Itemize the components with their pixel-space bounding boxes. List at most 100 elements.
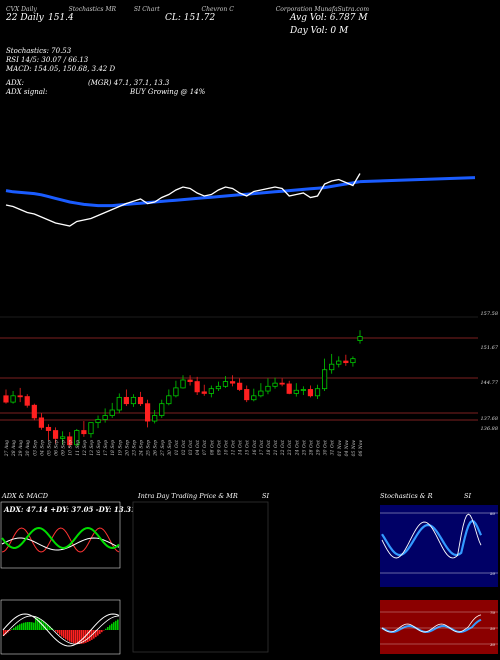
x-tick-label: 05 Nov bbox=[351, 440, 357, 457]
macd-bar bbox=[87, 630, 89, 643]
moving-average-layer bbox=[5, 173, 476, 227]
adx-lines bbox=[1, 526, 120, 553]
adx-panel bbox=[0, 501, 121, 569]
x-tick-label: 28 Aug bbox=[11, 440, 17, 457]
macd-bar bbox=[83, 630, 85, 644]
macd-bar bbox=[115, 620, 117, 630]
x-tick-label: 09 Oct bbox=[216, 440, 222, 455]
x-tick-label: 24 Oct bbox=[294, 440, 300, 456]
macd-bar bbox=[37, 618, 39, 630]
candle-body bbox=[74, 430, 80, 446]
candle bbox=[215, 381, 221, 392]
x-tick-label: 14 Oct bbox=[238, 440, 244, 455]
candle bbox=[180, 375, 186, 389]
stoch-level-label: 80 bbox=[490, 511, 496, 516]
x-tick-label: 30 Oct bbox=[323, 440, 329, 455]
candle-body bbox=[45, 426, 52, 431]
macd-bar bbox=[67, 630, 69, 641]
candle-body bbox=[109, 409, 115, 416]
candle-body bbox=[123, 396, 129, 405]
macd-line bbox=[2, 613, 120, 647]
macd-bar bbox=[89, 630, 91, 642]
macd-signal-line bbox=[2, 615, 120, 645]
candle-body bbox=[10, 395, 16, 403]
indicator-panels: ADX: 47.14 +DY: 37.05 -DY: 13.31 80 20 70… bbox=[0, 501, 498, 655]
macd-bar bbox=[63, 630, 65, 639]
candle-body bbox=[251, 395, 257, 401]
x-tick-label: 07 Oct bbox=[202, 440, 208, 455]
macd-bar bbox=[25, 622, 27, 630]
macd-bar bbox=[59, 630, 61, 635]
candle bbox=[52, 427, 59, 444]
candle bbox=[166, 389, 172, 406]
macd-bar bbox=[33, 622, 35, 630]
macd-bar bbox=[81, 630, 83, 644]
macd-bar bbox=[107, 626, 109, 630]
x-tick-label: 23 Sep bbox=[131, 440, 137, 457]
x-tick-label: 06 Sep bbox=[54, 440, 60, 456]
candle bbox=[208, 385, 214, 398]
candle bbox=[17, 387, 23, 403]
macd-bar bbox=[3, 630, 5, 636]
x-tick-label: 01 Nov bbox=[337, 440, 343, 457]
adx-values: ADX: 47.14 +DY: 37.05 -DY: 13.31 bbox=[3, 505, 136, 514]
moving-average-line bbox=[5, 180, 361, 208]
candle bbox=[293, 383, 299, 397]
macd-bar bbox=[101, 630, 103, 633]
mgr-readout: (MGR) 47.1, 37.1, 13.3 bbox=[88, 79, 170, 87]
intraday-panel-title: Intra Day Trading Price & MR bbox=[138, 492, 238, 500]
candle bbox=[336, 356, 342, 368]
candle-body bbox=[166, 395, 172, 405]
header-chart: SI Chart bbox=[133, 6, 160, 13]
x-tick-label: 12 Sep bbox=[82, 440, 88, 456]
macd-bar bbox=[15, 626, 17, 630]
candle bbox=[194, 376, 200, 395]
candle bbox=[357, 330, 363, 344]
price-label: 157.58 bbox=[480, 311, 499, 317]
adx-label: ADX: bbox=[6, 79, 25, 87]
candle bbox=[109, 402, 115, 418]
candle-body bbox=[144, 403, 151, 422]
x-tick-label: 10 Oct bbox=[223, 440, 229, 455]
candles-layer bbox=[3, 330, 363, 448]
adx-panel-title: ADX & MACD bbox=[2, 492, 48, 500]
candle bbox=[237, 378, 243, 392]
candle-body bbox=[293, 389, 299, 394]
x-tick-label: 03 Sep bbox=[32, 440, 38, 456]
macd-bar bbox=[57, 630, 59, 634]
candle-body bbox=[52, 430, 59, 439]
macd-bar bbox=[97, 630, 99, 636]
macd-bar bbox=[79, 630, 81, 644]
header-cl-date: 22 Daily bbox=[6, 13, 44, 23]
macd-readout: MACD: 154.05, 150.68, 3.42 D bbox=[6, 65, 116, 73]
x-tick-label: 28 Oct bbox=[308, 440, 314, 456]
candle-body bbox=[336, 360, 342, 365]
intraday-panel-si: SI bbox=[262, 492, 270, 500]
candle-body bbox=[329, 363, 335, 371]
macd-bar bbox=[69, 630, 71, 642]
x-tick-label: 18 Sep bbox=[110, 440, 116, 456]
candle bbox=[251, 388, 257, 402]
candle bbox=[244, 385, 250, 403]
x-tick-label: 09 Sep bbox=[61, 440, 67, 456]
header-day-vol: Day Vol: 0 M bbox=[290, 26, 349, 36]
candle bbox=[279, 378, 285, 387]
x-tick-label: 21 Oct bbox=[273, 440, 279, 456]
macd-bar bbox=[75, 630, 77, 644]
candle bbox=[229, 375, 236, 387]
candle bbox=[152, 410, 158, 424]
x-tick-label: 16 Sep bbox=[96, 440, 102, 456]
candle-body bbox=[60, 436, 66, 439]
buy-signal: BUY Growing @ 14% bbox=[130, 88, 206, 96]
candle-body bbox=[180, 379, 186, 389]
candle bbox=[329, 353, 335, 374]
candle-body bbox=[321, 369, 328, 390]
x-tick-label: 25 Oct bbox=[301, 440, 307, 456]
candle-body bbox=[152, 415, 158, 422]
candle bbox=[10, 391, 16, 404]
macd-bar bbox=[113, 622, 115, 630]
candle bbox=[60, 431, 66, 445]
candle-body bbox=[343, 360, 349, 364]
x-tick-label: 25 Sep bbox=[146, 440, 152, 457]
candle-body bbox=[194, 381, 200, 393]
